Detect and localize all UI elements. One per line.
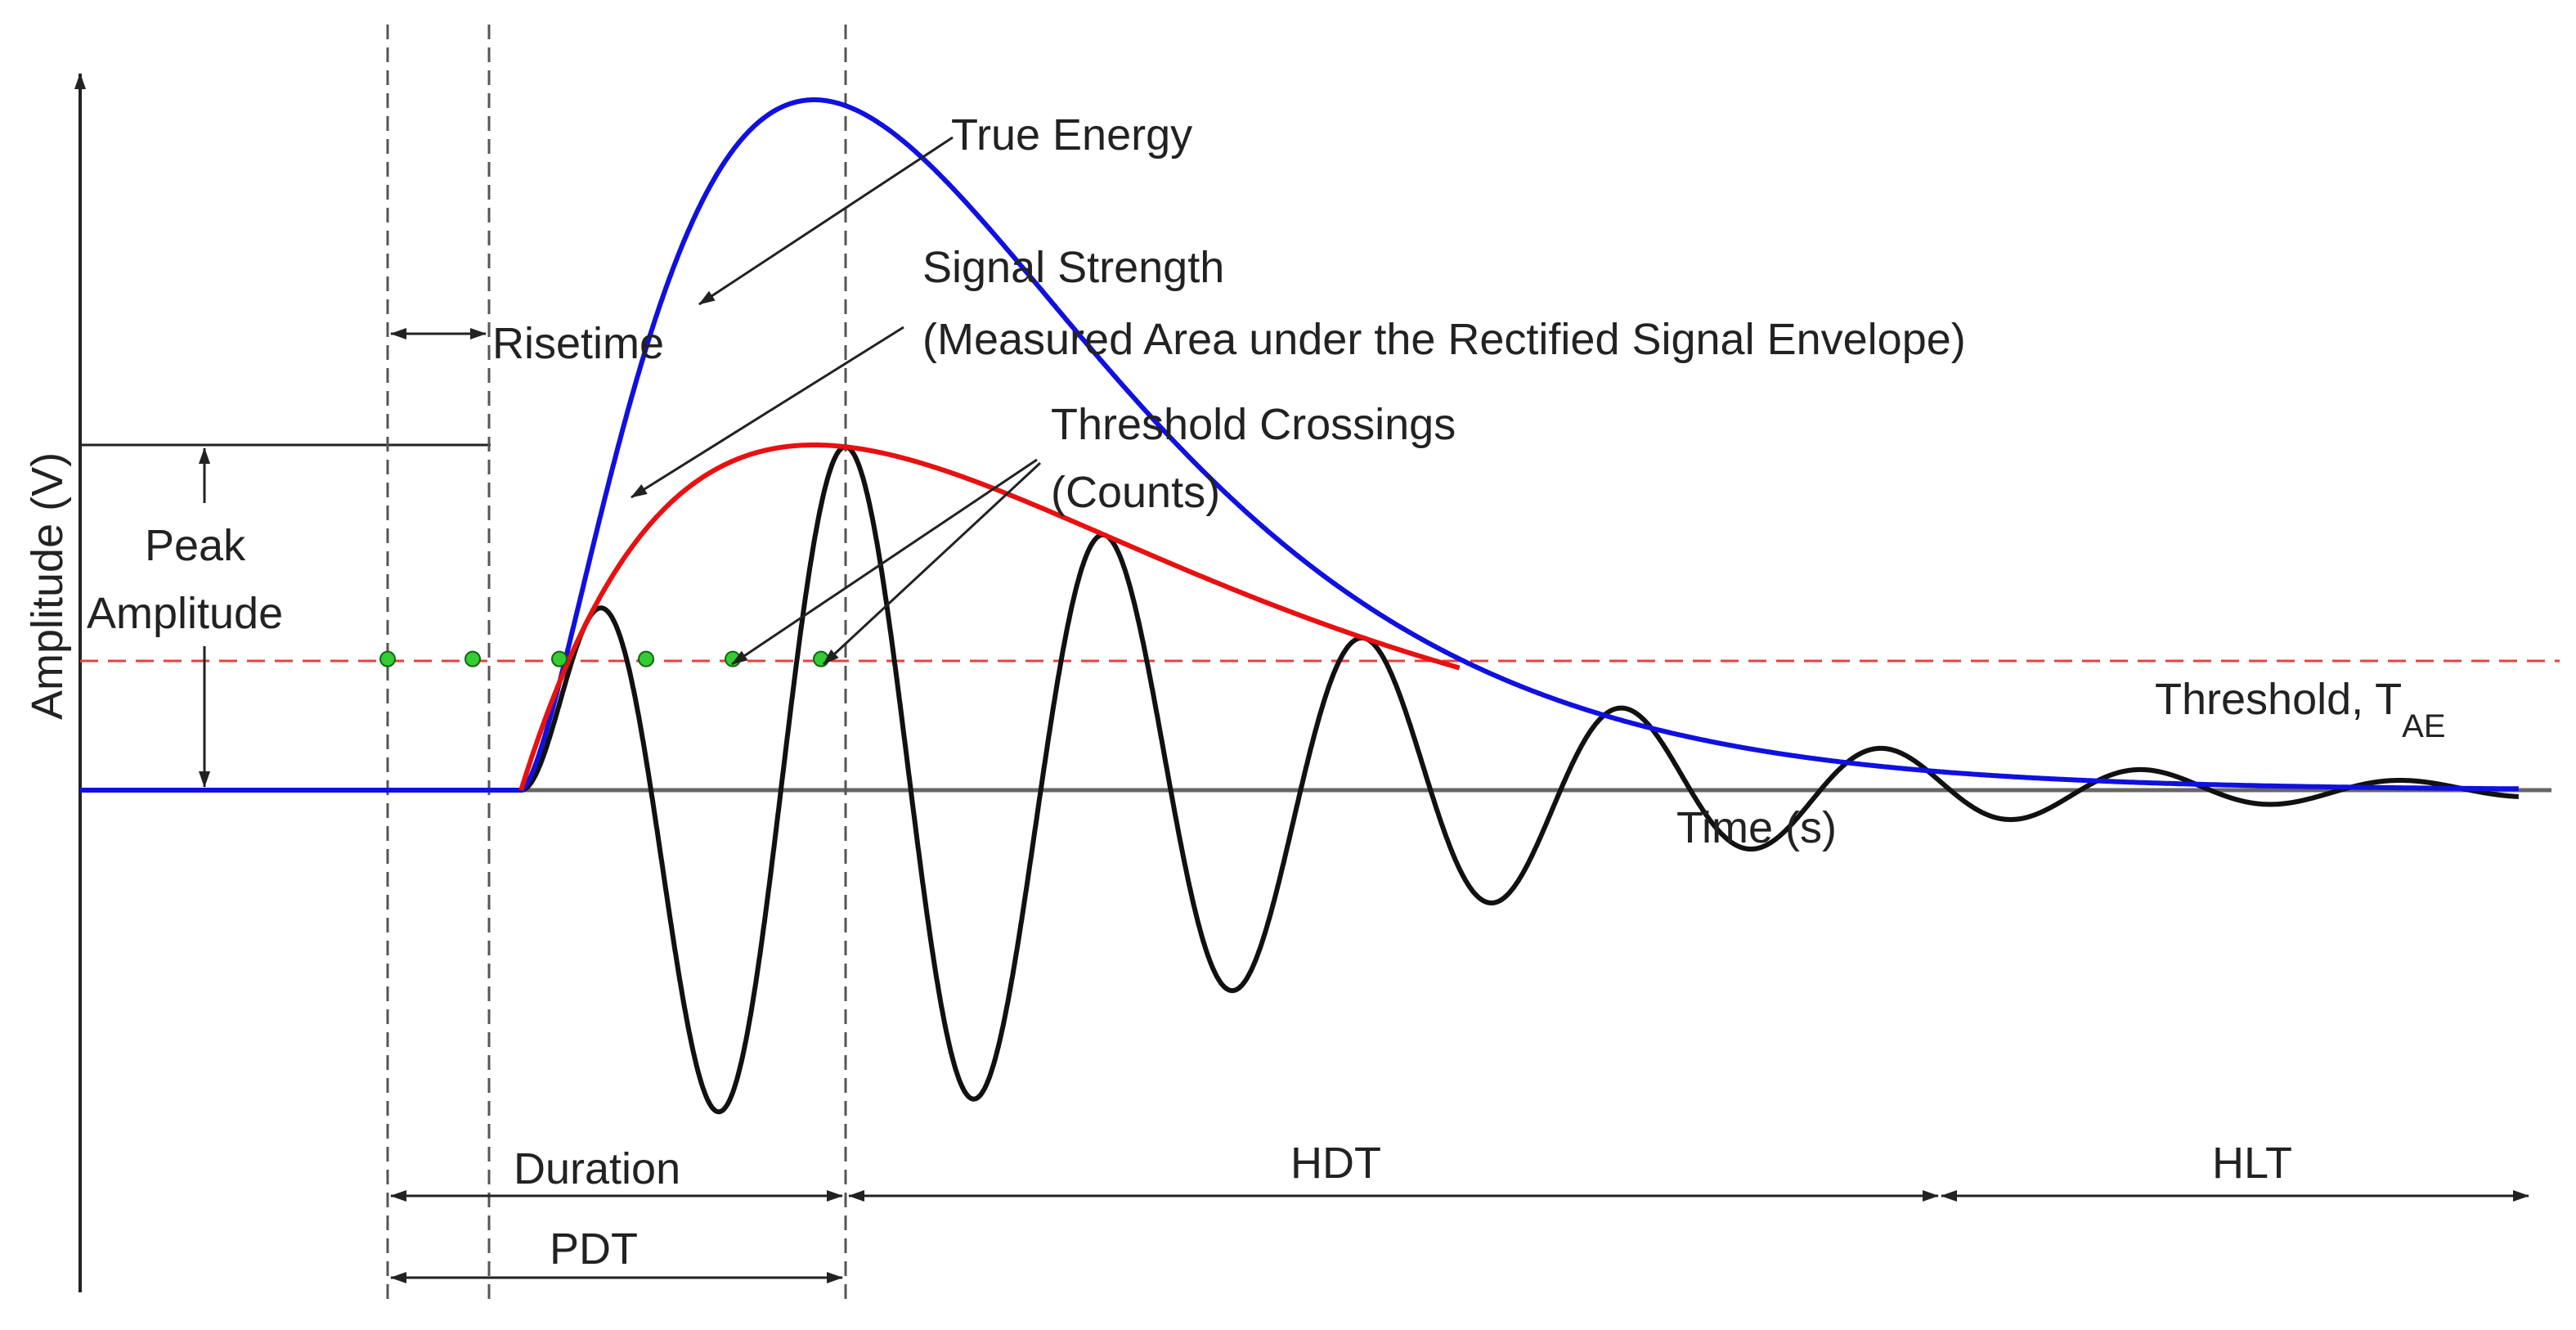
true-energy-pointer bbox=[698, 136, 954, 306]
counts-label: (Counts) bbox=[1051, 468, 1220, 517]
amplitude-label: Amplitude bbox=[87, 589, 283, 638]
signal-envelope-curve bbox=[518, 443, 1461, 791]
threshold-crossing-markers bbox=[379, 650, 829, 667]
threshold-crossings-pointer-1 bbox=[731, 458, 1038, 666]
threshold-crossings-pointer-2 bbox=[822, 461, 1042, 666]
true-energy-curve bbox=[80, 97, 2519, 793]
threshold-label-main: Threshold, T bbox=[2155, 675, 2402, 724]
threshold-crossing-marker bbox=[813, 650, 829, 667]
threshold-crossing-marker bbox=[638, 650, 654, 667]
threshold-label: Threshold, TAE bbox=[2155, 675, 2446, 744]
signal-strength-pointer bbox=[631, 326, 904, 499]
signal-strength-label: Signal Strength bbox=[922, 243, 1224, 292]
hlt-label: HLT bbox=[2212, 1139, 2292, 1188]
threshold-label-subscript: AE bbox=[2402, 708, 2445, 744]
risetime-label: Risetime bbox=[492, 319, 664, 368]
true-energy-label: True Energy bbox=[951, 110, 1192, 160]
threshold-crossing-marker bbox=[551, 650, 568, 667]
signal-strength-detail-label: (Measured Area under the Rectified Signa… bbox=[922, 315, 1966, 364]
y-axis-label: Amplitude (V) bbox=[23, 452, 72, 720]
waveform-curve bbox=[80, 444, 2519, 1115]
x-axis-label: Time (s) bbox=[1676, 803, 1837, 852]
pdt-label: PDT bbox=[550, 1224, 638, 1274]
duration-label: Duration bbox=[514, 1144, 680, 1193]
threshold-crossings-label: Threshold Crossings bbox=[1051, 400, 1456, 449]
hdt-label: HDT bbox=[1290, 1139, 1381, 1188]
peak-label: Peak bbox=[145, 521, 246, 570]
threshold-crossing-marker bbox=[379, 650, 396, 667]
threshold-crossing-marker bbox=[464, 650, 481, 667]
